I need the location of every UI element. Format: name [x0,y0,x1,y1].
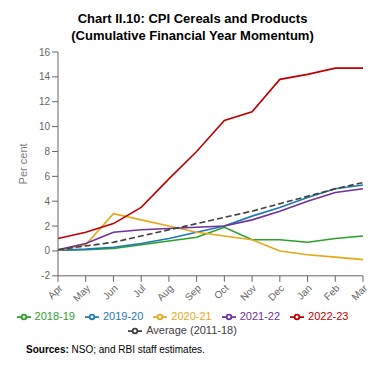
svg-text:0: 0 [44,245,50,256]
svg-text:10: 10 [39,121,51,132]
svg-text:Aug: Aug [155,282,175,302]
html-text:2022-23: 2022-23 [308,309,349,322]
svg-text:May: May [71,282,92,303]
svg-text:Nov: Nov [238,282,258,302]
svg-text:12: 12 [39,96,51,107]
svg-text:Sep: Sep [183,282,204,303]
html-text:2019-20: 2019-20 [102,309,144,322]
svg-text:Jan: Jan [295,282,314,301]
html-text:Average (2011-18): Average (2011-18) [146,323,237,336]
html-text:(Cumulative Financial Year Mom: (Cumulative Financial Year Momentum) [71,28,314,43]
html-text:Chart II.10: CPI Cereals and P: Chart II.10: CPI Cereals and Products [77,11,308,26]
svg-text:4: 4 [44,196,50,207]
svg-text:Oct: Oct [212,282,231,301]
svg-text:Jun: Jun [101,282,120,301]
svg-text:Per cent: Per cent [17,143,29,184]
html-text:2018-19: 2018-19 [34,309,75,322]
svg-text:6: 6 [44,171,50,182]
svg-text:Feb: Feb [322,282,342,302]
svg-text:Mar: Mar [349,282,369,302]
svg-text:Jul: Jul [131,282,148,299]
svg-text:-2: -2 [41,270,50,281]
svg-text:14: 14 [39,71,51,82]
svg-text:Dec: Dec [266,282,286,302]
html-text:2020-21: 2020-21 [171,309,212,322]
svg-text:2: 2 [44,221,50,232]
html-text:Sources: NSO; and RBI staff es: Sources: NSO; and RBI staff estimates. [26,344,205,355]
svg-text:16: 16 [39,47,51,58]
svg-text:Apr: Apr [46,282,65,301]
html-text:2021-22: 2021-22 [239,309,281,322]
svg-text:8: 8 [44,146,50,157]
